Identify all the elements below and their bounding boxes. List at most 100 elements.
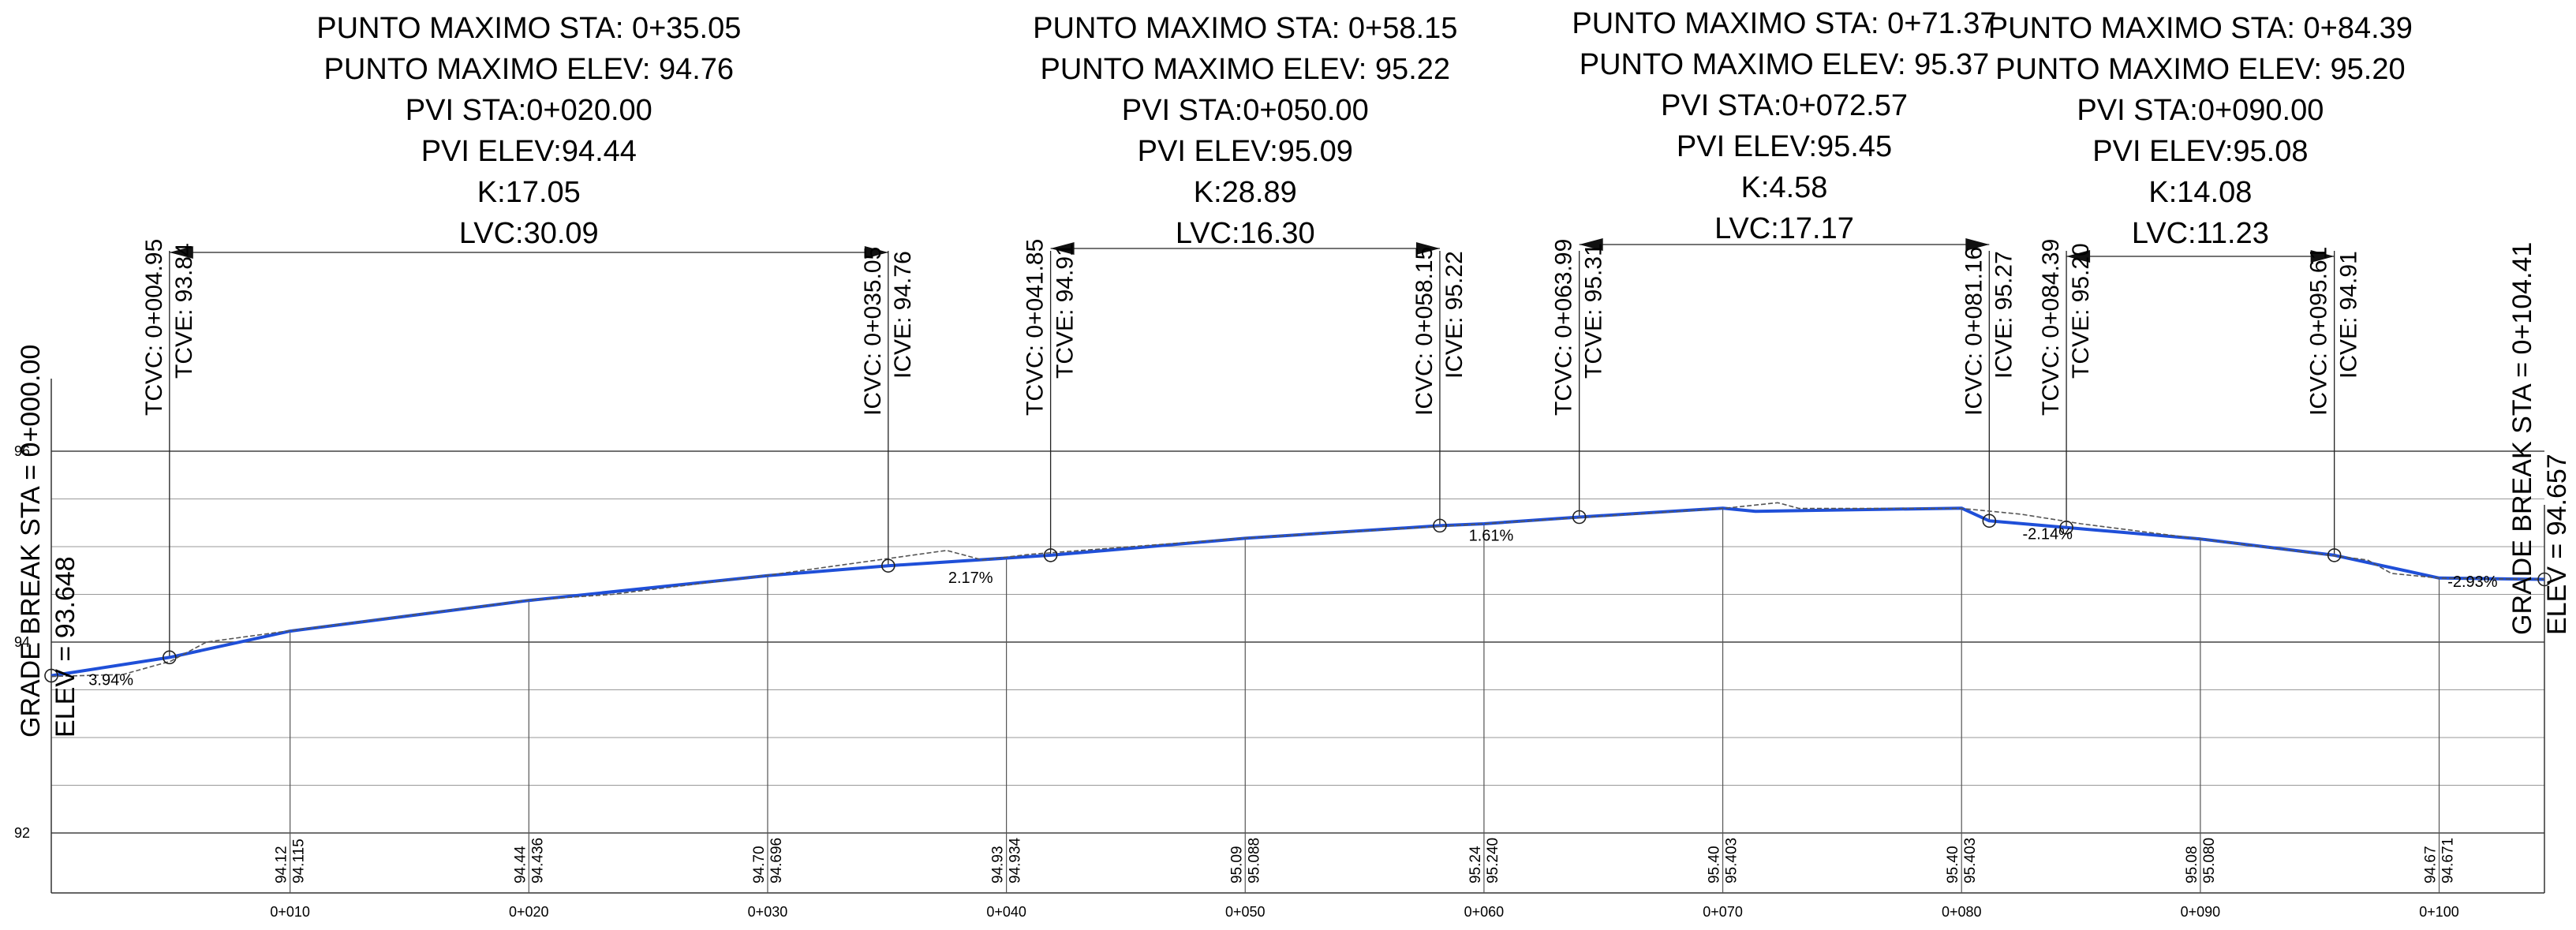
curve-point-station-label: TCVC: 0+041.85 <box>1023 239 1049 416</box>
curve-point-marker <box>2537 572 2552 587</box>
vertical-curve-info-line: PUNTO MAXIMO ELEV: 95.20 <box>1995 53 2406 86</box>
existing-elevation-value: 94.93 <box>990 846 1007 883</box>
curve-point-marker <box>1982 514 1997 528</box>
curve-point-station-label: ICVC: 0+058.15 <box>1411 247 1438 416</box>
station-tick-label: 0+040 <box>986 904 1026 920</box>
vertical-curve-info-line: LVC:16.30 <box>1176 217 1315 250</box>
station-lines <box>290 508 2440 893</box>
vertical-curve-info-line: PVI ELEV:94.44 <box>421 135 637 168</box>
vertical-curve-info-line: PVI STA:0+090.00 <box>2077 94 2324 127</box>
elevation-tick-label: 92 <box>14 825 30 841</box>
dimension-arrow-right <box>1415 242 1440 255</box>
vertical-curve-info-line: LVC:30.09 <box>459 217 599 250</box>
design-elevation-value: 94.115 <box>291 838 308 883</box>
station-tick-label: 0+060 <box>1464 904 1505 920</box>
station-tick-label: 0+100 <box>2419 904 2459 920</box>
vertical-curve-info-line: K:28.89 <box>1194 176 1297 209</box>
elevation-tick-label: 96 <box>14 443 30 459</box>
station-tick-label: 0+070 <box>1703 904 1743 920</box>
existing-elevation-value: 94.44 <box>512 846 529 883</box>
design-elevation-value: 95.240 <box>1485 838 1501 883</box>
station-tick-label: 0+080 <box>1942 904 1982 920</box>
dimension-arrow-left <box>169 246 193 259</box>
vertical-curve-info-line: LVC:17.17 <box>1714 212 1854 245</box>
curve-point-elevation-label: TCVE: 93.84 <box>171 243 197 379</box>
vertical-curve-info-line: K:17.05 <box>477 176 581 209</box>
station-tick-label: 0+050 <box>1225 904 1266 920</box>
profile-series <box>44 502 2552 683</box>
vertical-curve-info-line: PVI STA:0+050.00 <box>1122 94 1369 127</box>
vertical-curve-info-line: PVI STA:0+020.00 <box>406 94 652 127</box>
curve-point-elevation-label: TCVE: 94.91 <box>1052 243 1079 379</box>
curve-point-marker <box>163 650 177 665</box>
vertical-curve-info-line: PUNTO MAXIMO STA: 0+35.05 <box>316 12 741 45</box>
vertical-curve-info-line: PUNTO MAXIMO ELEV: 94.76 <box>324 53 735 86</box>
existing-elevation-value: 95.40 <box>1945 846 1961 883</box>
vertical-curve-info-line: PUNTO MAXIMO STA: 0+58.15 <box>1033 12 1457 45</box>
curve-point-marker <box>1433 518 1447 533</box>
vertical-curve-info-line: LVC:11.23 <box>2132 217 2269 250</box>
vertical-curve-info-line: PUNTO MAXIMO ELEV: 95.22 <box>1041 53 1451 86</box>
design-elevation-value: 95.080 <box>2201 838 2218 883</box>
grade-percent-label: -2.14% <box>2022 525 2073 543</box>
grade-percent-label: -2.93% <box>2447 573 2498 591</box>
existing-ground-line <box>50 502 2545 678</box>
design-elevation-value: 94.671 <box>2440 838 2457 883</box>
vertical-curve-info-line: PUNTO MAXIMO STA: 0+84.39 <box>1988 12 2413 45</box>
station-tick-label: 0+030 <box>748 904 788 920</box>
curve-point-station-label: TCVC: 0+084.39 <box>2038 239 2064 416</box>
dimension-arrow-left <box>1579 238 1603 251</box>
grade-break-end-station-label: GRADE BREAK STA = 0+104.41 <box>2507 242 2537 635</box>
curve-point-marker <box>2327 548 2342 562</box>
curve-point-station-label: TCVC: 0+063.99 <box>1551 239 1577 416</box>
curve-point-station-label: TCVC: 0+004.95 <box>141 239 167 416</box>
curve-point-elevation-label: ICVE: 95.27 <box>1991 251 2017 379</box>
existing-elevation-value: 95.40 <box>1707 846 1723 883</box>
dimension-arrow-left <box>2066 250 2091 263</box>
grade-break-start-station-label: GRADE BREAK STA = 0+000.00 <box>16 345 46 738</box>
curve-point-marker <box>2059 520 2073 535</box>
grade-break-end-elevation-label: ELEV = 94.657 <box>2542 454 2572 635</box>
dimension-arrow-left <box>1050 242 1075 255</box>
vertical-curve-info-line: K:4.58 <box>1741 171 1828 204</box>
labels: 92 94 96 0+010 0+020 0+030 0+040 0+050 0+060 0+07… <box>14 7 2572 920</box>
vertical-curve-info-line: PVI ELEV:95.45 <box>1677 130 1892 163</box>
curve-point-station-label: ICVC: 0+035.05 <box>860 247 886 416</box>
curve-point-elevation-label: ICVE: 94.91 <box>2336 251 2362 379</box>
station-tick-label: 0+090 <box>2181 904 2221 920</box>
grade-break-start-elevation-label: ELEV = 93.648 <box>50 556 80 738</box>
existing-elevation-value: 94.70 <box>751 846 768 883</box>
dimension-arrow-right <box>2310 250 2335 263</box>
curve-point-marker <box>1572 510 1587 525</box>
curve-point-marker <box>880 558 895 573</box>
grade-percent-label: 3.94% <box>88 671 133 689</box>
vertical-curve-info-line: PUNTO MAXIMO ELEV: 95.37 <box>1580 48 1990 81</box>
existing-elevation-value: 94.12 <box>274 846 290 883</box>
station-tick-label: 0+020 <box>509 904 549 920</box>
existing-elevation-value: 95.24 <box>1467 846 1484 883</box>
design-elevation-value: 94.934 <box>1008 837 1024 883</box>
curve-point-elevation-label: ICVE: 95.22 <box>1441 251 1467 379</box>
curve-point-elevation-label: ICVE: 94.76 <box>890 251 916 379</box>
dimension-arrow-right <box>1965 238 1990 251</box>
curve-point-elevation-label: TCVE: 95.31 <box>1581 243 1607 379</box>
design-elevation-value: 95.088 <box>1246 838 1262 883</box>
existing-elevation-value: 95.09 <box>1228 846 1245 883</box>
grade-percent-label: 1.61% <box>1469 528 1514 545</box>
vertical-curve-info-line: PUNTO MAXIMO STA: 0+71.37 <box>1572 7 1996 40</box>
vertical-curve-info-line: K:14.08 <box>2148 176 2252 209</box>
curve-point-station-label: ICVC: 0+095.61 <box>2306 247 2332 416</box>
vertical-curve-annotations <box>169 238 2335 658</box>
design-elevation-value: 94.436 <box>529 838 546 883</box>
grade-percent-label: 2.17% <box>948 570 993 587</box>
curve-point-station-label: ICVC: 0+081.16 <box>1961 247 1987 416</box>
elevation-tick-label: 94 <box>14 634 30 650</box>
vertical-curve-info-line: PVI STA:0+072.57 <box>1661 89 1908 122</box>
existing-elevation-value: 95.08 <box>2184 846 2200 883</box>
design-elevation-value: 94.696 <box>768 838 785 883</box>
design-profile-line <box>50 506 2545 678</box>
grid <box>50 379 2545 894</box>
vertical-curve-info-line: PVI ELEV:95.08 <box>2092 135 2308 168</box>
design-elevation-value: 95.403 <box>1962 838 1979 883</box>
